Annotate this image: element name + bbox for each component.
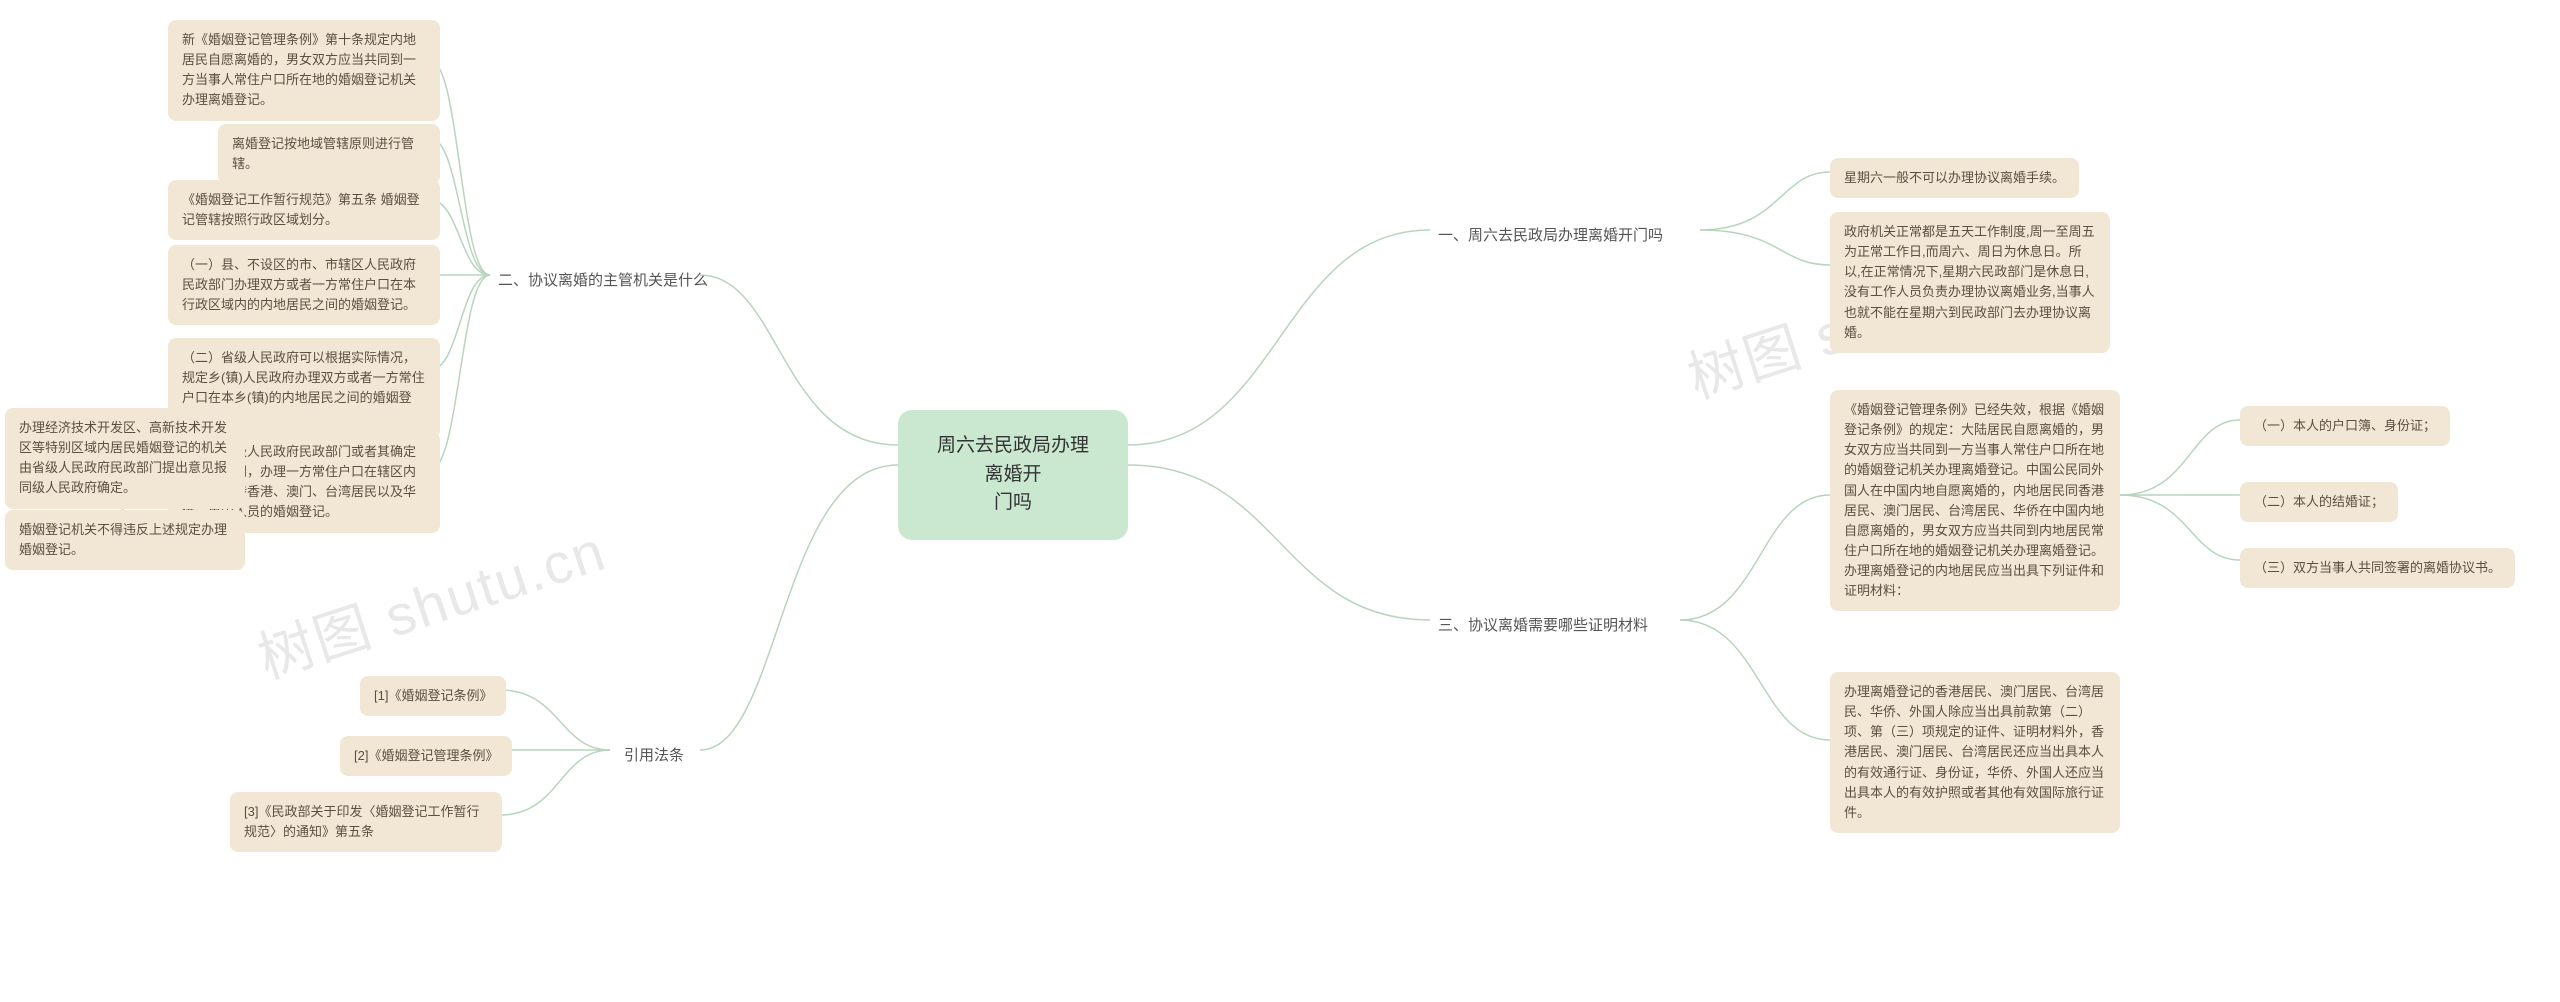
- watermark-1: 树图 shutu.cn: [246, 506, 615, 695]
- leaf-b1-1: 星期六一般不可以办理协议离婚手续。: [1830, 158, 2079, 198]
- leaf-b3-1-c3: （三）双方当事人共同签署的离婚协议书。: [2240, 548, 2515, 588]
- center-line1: 周六去民政局办理离婚开: [937, 435, 1089, 485]
- branch-4-title: 引用法条: [616, 738, 692, 773]
- leaf-b2-4: （一）县、不设区的市、市辖区人民政府民政部门办理双方或者一方常住户口在本行政区域…: [168, 245, 440, 325]
- leaf-b3-1: 《婚姻登记管理条例》已经失效，根据《婚姻登记条例》的规定：大陆居民自愿离婚的，男…: [1830, 390, 2120, 611]
- leaf-b3-1-c2: （二）本人的结婚证；: [2240, 482, 2398, 522]
- leaf-b2-2: 离婚登记按地域管辖原则进行管辖。: [218, 124, 440, 184]
- leaf-b1-2: 政府机关正常都是五天工作制度,周一至周五为正常工作日,而周六、周日为休息日。所以…: [1830, 212, 2110, 353]
- branch-1-title: 一、周六去民政局办理离婚开门吗: [1430, 218, 1671, 253]
- leaf-b4-3: [3]《民政部关于印发〈婚姻登记工作暂行规范〉的通知》第五条: [230, 792, 502, 852]
- leaf-b4-2: [2]《婚姻登记管理条例》: [340, 736, 512, 776]
- leaf-b2-6-s2: 婚姻登记机关不得违反上述规定办理婚姻登记。: [5, 510, 245, 570]
- leaf-b2-6-s1: 办理经济技术开发区、高新技术开发区等特别区域内居民婚姻登记的机关由省级人民政府民…: [5, 408, 245, 509]
- leaf-b3-2: 办理离婚登记的香港居民、澳门居民、台湾居民、华侨、外国人除应当出具前款第（二）项…: [1830, 672, 2120, 833]
- leaf-b2-3: 《婚姻登记工作暂行规范》第五条 婚姻登记管辖按照行政区域划分。: [168, 180, 440, 240]
- leaf-b4-1: [1]《婚姻登记条例》: [360, 676, 506, 716]
- leaf-b3-1-c1: （一）本人的户口簿、身份证；: [2240, 406, 2450, 446]
- center-node: 周六去民政局办理离婚开 门吗: [898, 410, 1128, 540]
- center-line2: 门吗: [994, 492, 1032, 513]
- leaf-b2-1: 新《婚姻登记管理条例》第十条规定内地居民自愿离婚的，男女双方应当共同到一方当事人…: [168, 20, 440, 121]
- branch-3-title: 三、协议离婚需要哪些证明材料: [1430, 608, 1656, 643]
- branch-2-title: 二、协议离婚的主管机关是什么: [490, 263, 716, 298]
